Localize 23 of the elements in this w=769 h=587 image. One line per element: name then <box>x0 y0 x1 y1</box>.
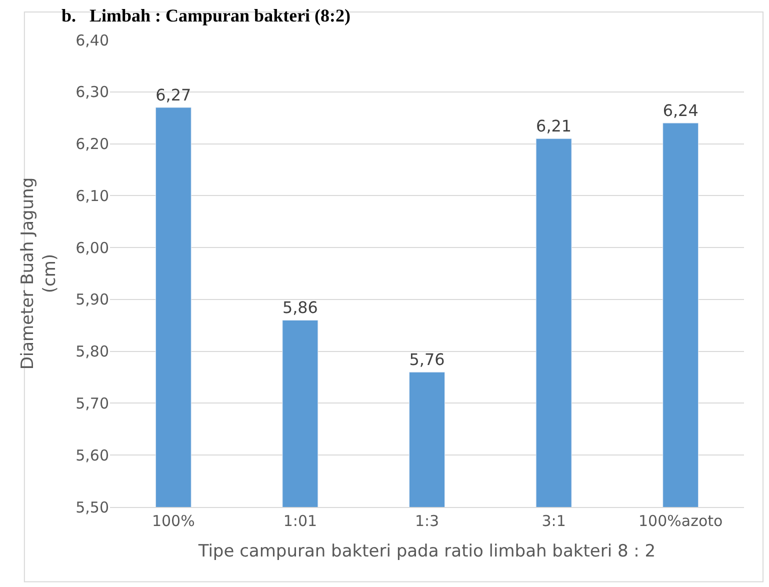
x-axis-title: Tipe campuran bakteri pada ratio limbah bakteri 8 : 2 <box>197 541 656 562</box>
y-tick-label: 5,70 <box>76 394 109 412</box>
x-tick-label: 1:3 <box>414 512 440 530</box>
y-tick-label: 6,30 <box>76 83 109 102</box>
data-label: 6,21 <box>536 116 572 136</box>
chart-title: b. Limbah : Campuran bakteri (8:2) <box>62 5 351 26</box>
x-tick-label: 1:01 <box>283 512 318 530</box>
data-label: 6,24 <box>662 101 698 120</box>
data-label: 5,86 <box>282 298 318 318</box>
y-tick-label: 6,00 <box>76 238 109 257</box>
data-label: 6,27 <box>156 85 192 104</box>
x-tick-label: 3:1 <box>542 512 566 530</box>
y-axis-title: Diameter Buah Jagung (cm) <box>18 177 60 370</box>
y-tick-label: 6,20 <box>76 135 109 154</box>
y-tick-label: 5,80 <box>76 342 109 361</box>
y-tick-label: 5,50 <box>76 498 109 516</box>
y-tick-label: 6,40 <box>76 31 109 50</box>
y-tick-label: 5,90 <box>76 290 109 309</box>
data-label: 5,76 <box>409 350 445 370</box>
y-tick-label: 6,10 <box>76 186 109 205</box>
x-tick-label: 100% <box>152 512 195 530</box>
x-tick-label: 100%azoto <box>638 512 723 530</box>
y-tick-label: 5,60 <box>76 446 109 464</box>
